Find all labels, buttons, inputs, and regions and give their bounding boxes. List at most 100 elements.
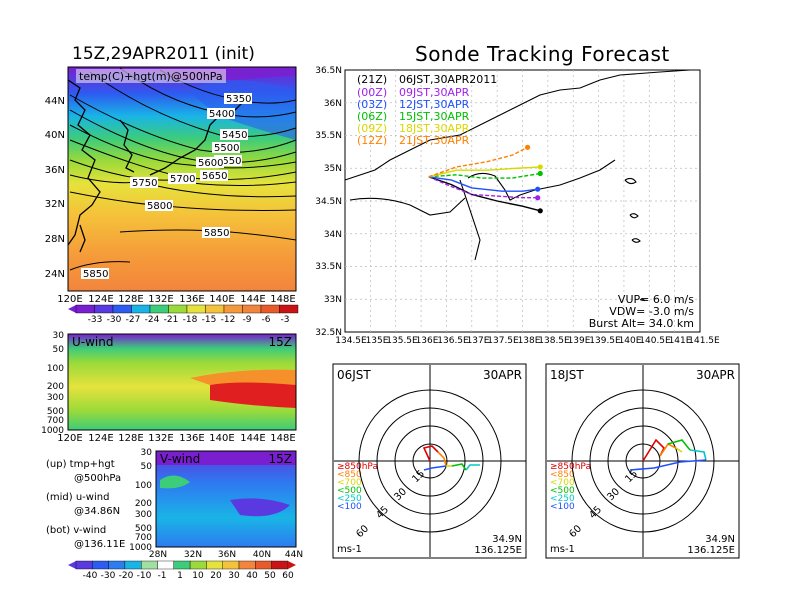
colorbar-swatch: [223, 304, 243, 314]
panel-notes: (up) tmp+hgt @500hPa (mid) u-wind @34.86…: [46, 459, 125, 550]
colorbar-swatch: [189, 560, 207, 570]
legend-run: (12Z): [357, 134, 387, 147]
lon-tick: 136.5E: [437, 336, 469, 346]
track-legend: (21Z) 06JST,30APR2011 (00Z) 09JST,30APR …: [357, 73, 497, 147]
colorbar-swatch: [260, 304, 280, 314]
colorbar-tick: -24: [145, 315, 160, 325]
colorbar-tick: -27: [126, 315, 141, 325]
wind-colorbar: -40 -30 -20 -10 -1 1 10 20 30 40 50 60: [68, 560, 296, 581]
v-wind-positive: [160, 475, 190, 489]
lat-tick: 44N: [45, 96, 65, 107]
lon-tick: 144E: [240, 294, 265, 305]
colorbar-swatch: [255, 560, 272, 570]
p-tick: 500: [47, 407, 64, 417]
lon-tick: 136E: [179, 294, 204, 305]
lon-tick: 120E: [57, 433, 82, 444]
colorbar-swatch: [186, 304, 206, 314]
coast-kii: [459, 179, 481, 261]
note-line: (up) tmp+hgt: [46, 459, 115, 470]
colorbar-tick: 1: [177, 571, 183, 581]
contour-5600: [69, 124, 297, 169]
colorbar-swatch: [222, 560, 240, 570]
lon-tick: 141E: [669, 336, 692, 346]
v-wind-top: [156, 451, 296, 465]
p-tick: 200: [135, 499, 152, 509]
contour-5550: [69, 109, 297, 164]
hodo-legend: <100: [337, 502, 362, 512]
hodo-lat: 34.9N: [492, 534, 522, 545]
lat-tick: 34N: [324, 230, 342, 240]
track-lat-ticks: 36.5N 36N 35.5N 35N 34.5N 34N 33.5N 33N …: [315, 66, 342, 338]
colorbar-swatch: [131, 304, 151, 314]
contour-5500: [69, 94, 297, 153]
track-line: [428, 172, 541, 179]
colorbar-tick: 60: [282, 571, 294, 581]
p-tick: 50: [53, 345, 65, 355]
p-tick: 100: [135, 481, 152, 491]
hodo-unit: ms-1: [337, 544, 362, 555]
note-line: @136.11E: [74, 539, 125, 550]
lon-tick: 148E: [270, 294, 295, 305]
track-lon-ticks: 134.5E 135E 135.5E 136E 136.5E 137E 137.…: [335, 336, 720, 346]
track-coastline: [344, 69, 691, 302]
contour-label: 5600: [198, 158, 223, 169]
colorbar-tick: 50: [264, 571, 276, 581]
hodograph-panel-18jst: 18JST 30APR ≥850hPa <850 <700 <500 <250 …: [545, 363, 740, 559]
map-label: temp(C)+hgt(m)@500hPa: [79, 70, 223, 83]
colorbar-swatch: [242, 304, 262, 314]
lat-tick: 36.5N: [315, 66, 342, 76]
hodo-lon: 136.125E: [687, 545, 735, 556]
v-wind-negative: [230, 498, 290, 517]
v-wind-field: [156, 451, 296, 547]
colorbar-swatch: [124, 560, 142, 570]
lat-tick: 44N: [285, 550, 303, 560]
p-tick: 700: [135, 533, 152, 543]
colorbar-tick: -1: [158, 571, 167, 581]
lat-tick: 36N: [45, 165, 65, 176]
contour-label: 5350: [226, 94, 251, 105]
contour-label: 5450: [222, 130, 247, 141]
colorbar-tick: 30: [228, 571, 240, 581]
contour-labels: 5350 5400 5450 5500 5550 5600 5650 5700 …: [81, 93, 252, 280]
hodo-legend: <250: [550, 494, 575, 504]
hodograph-panel-06jst: 06JST 30APR ≥850hPa <850 <700 <500 <250 …: [332, 363, 527, 559]
lon-tick: 132E: [148, 433, 173, 444]
contour-label: 5850: [83, 269, 108, 280]
hodo-legend: ≥850hPa: [337, 462, 378, 472]
p-tick: 50: [141, 462, 153, 472]
legend-time: 18JST,30APR: [399, 122, 470, 135]
hodo-legend: <700: [337, 478, 362, 488]
track-endpoint: [524, 144, 531, 150]
contour-label: 5650: [202, 171, 227, 182]
colorbar-tick: 10: [192, 571, 204, 581]
colorbar-tick: -6: [262, 315, 271, 325]
colorbar-tick: -10: [137, 571, 152, 581]
track-params: VUP= 6.0 m/s VDW= -3.0 m/s Burst Alt= 34…: [589, 293, 695, 330]
track-line: [428, 176, 538, 192]
hodo-trace: [689, 449, 707, 461]
lon-tick: 128E: [118, 294, 143, 305]
legend-run: (21Z): [357, 73, 387, 86]
map-lon-ticks: 120E 124E 128E 132E 136E 140E 144E 148E: [57, 294, 295, 305]
track-line: [428, 146, 528, 178]
contour-label: 5500: [214, 143, 239, 154]
colorbar-swatch: [149, 304, 169, 314]
lat-tick: 28N: [149, 550, 167, 560]
colorbar-max-arrow: [288, 305, 296, 313]
lat-tick: 40N: [45, 130, 65, 141]
lon-tick: 139E: [568, 336, 591, 346]
lon-tick: 124E: [88, 294, 113, 305]
lat-tick: 32.5N: [315, 328, 342, 338]
lon-tick: 140E: [209, 433, 234, 444]
hodo-trace: [437, 451, 447, 467]
left-panel-title: 15Z,29APR2011 (init): [72, 44, 255, 64]
v-wind-label: V-wind: [160, 452, 200, 466]
lat-tick: 36N: [324, 99, 342, 109]
hodo-lon: 136.125E: [474, 545, 522, 556]
hodo-legend: <700: [550, 478, 575, 488]
lon-tick: 134.5E: [335, 336, 367, 346]
colorbar-swatch: [205, 304, 225, 314]
island: [624, 177, 637, 185]
hodo-legend: <500: [337, 486, 362, 496]
